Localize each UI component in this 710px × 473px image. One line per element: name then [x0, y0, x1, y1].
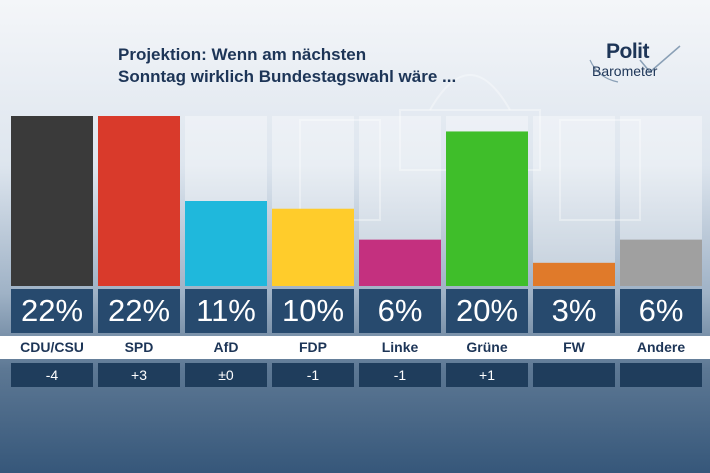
bar-fw [533, 262, 615, 286]
change-label-andere [620, 363, 702, 387]
bar-gruene [446, 131, 528, 286]
category-label-linke: Linke [381, 339, 419, 355]
category-label-spd: SPD [124, 339, 154, 355]
party-label-strip [0, 336, 710, 359]
category-label-afd: AfD [213, 339, 239, 355]
logo-text-barometer: Barometer [592, 63, 658, 79]
category-label-cdu-csu: CDU/CSU [20, 339, 84, 355]
value-label-spd: 22% [98, 289, 180, 333]
change-label-cdu-csu: -4 [11, 363, 93, 387]
check-mark-icon [589, 45, 681, 83]
bar-fdp [272, 208, 354, 286]
title-line-1: Projektion: Wenn am nächsten [118, 45, 367, 64]
bar-cdu-csu [11, 116, 93, 286]
value-label-andere: 6% [620, 289, 702, 333]
category-label-andere: Andere [636, 339, 686, 355]
bar-linke [359, 239, 441, 286]
bar-spd [98, 116, 180, 286]
change-label-spd: +3 [98, 363, 180, 387]
bar-andere [620, 239, 702, 286]
value-label-afd: 11% [185, 289, 267, 333]
value-label-cdu-csu: 22% [11, 289, 93, 333]
bar-afd [185, 201, 267, 286]
chart-title: Projektion: Wenn am nächsten Sonntag wir… [118, 44, 558, 88]
change-label-gruene: +1 [446, 363, 528, 387]
value-label-linke: 6% [359, 289, 441, 333]
change-label-afd: ±0 [185, 363, 267, 387]
value-label-gruene: 20% [446, 289, 528, 333]
politbarometer-logo: Polit Barometer [588, 38, 688, 88]
change-label-fw [533, 363, 615, 387]
value-label-fw: 3% [533, 289, 615, 333]
category-label-gruene: Grüne [466, 339, 508, 355]
change-label-fdp: -1 [272, 363, 354, 387]
category-label-fw: FW [563, 339, 585, 355]
category-label-fdp: FDP [299, 339, 327, 355]
change-label-linke: -1 [359, 363, 441, 387]
value-label-fdp: 10% [272, 289, 354, 333]
logo-text-polit: Polit [606, 40, 650, 63]
column-bg-fw [533, 116, 615, 286]
title-line-2: Sonntag wirklich Bundestagswahl wäre ... [118, 67, 457, 86]
